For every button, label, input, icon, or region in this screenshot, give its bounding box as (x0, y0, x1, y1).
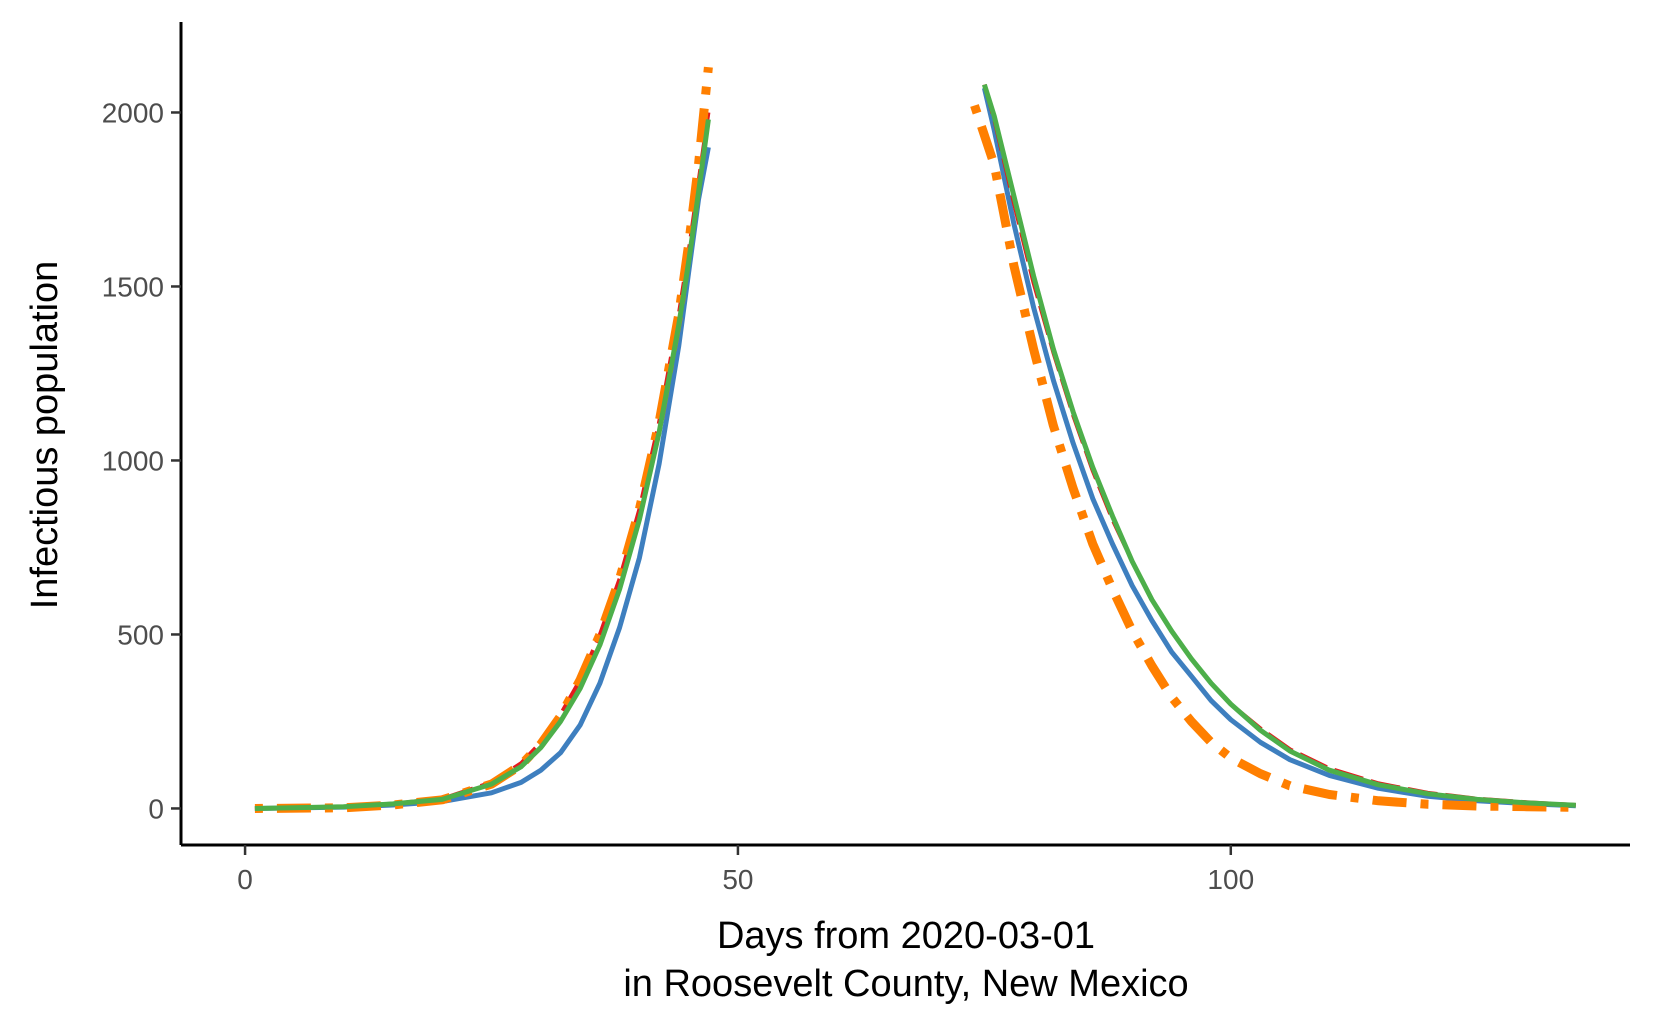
y-ticks: 0 500 1000 1500 2000 (102, 97, 181, 824)
x-axis-title-line-2: in Roosevelt County, New Mexico (623, 963, 1188, 1005)
x-tick-label: 50 (722, 864, 753, 895)
x-ticks: 0 50 100 (237, 845, 1254, 895)
series-1-line-segment-2 (981, 87, 1576, 809)
series-1-line-segment-1 (254, 146, 711, 811)
series-3-line-segment-1 (254, 66, 713, 813)
y-tick-label: 500 (117, 619, 164, 650)
y-tick-label: 1000 (102, 445, 164, 476)
y-axis-title: Infectious population (24, 261, 66, 610)
series-2-line-segment-1 (254, 112, 711, 811)
x-tick-label: 0 (237, 864, 253, 895)
y-tick-label: 2000 (102, 97, 164, 128)
plot-lines (254, 66, 1576, 813)
series-3-line-segment-2 (970, 104, 1576, 812)
series-4-line-segment-2 (982, 83, 1576, 808)
y-tick-label: 1500 (102, 271, 164, 302)
series-4-line-segment-1 (254, 119, 711, 811)
y-tick-label: 0 (148, 793, 164, 824)
x-axis-title-line-1: Days from 2020-03-01 (717, 915, 1095, 957)
x-tick-label: 100 (1207, 864, 1254, 895)
